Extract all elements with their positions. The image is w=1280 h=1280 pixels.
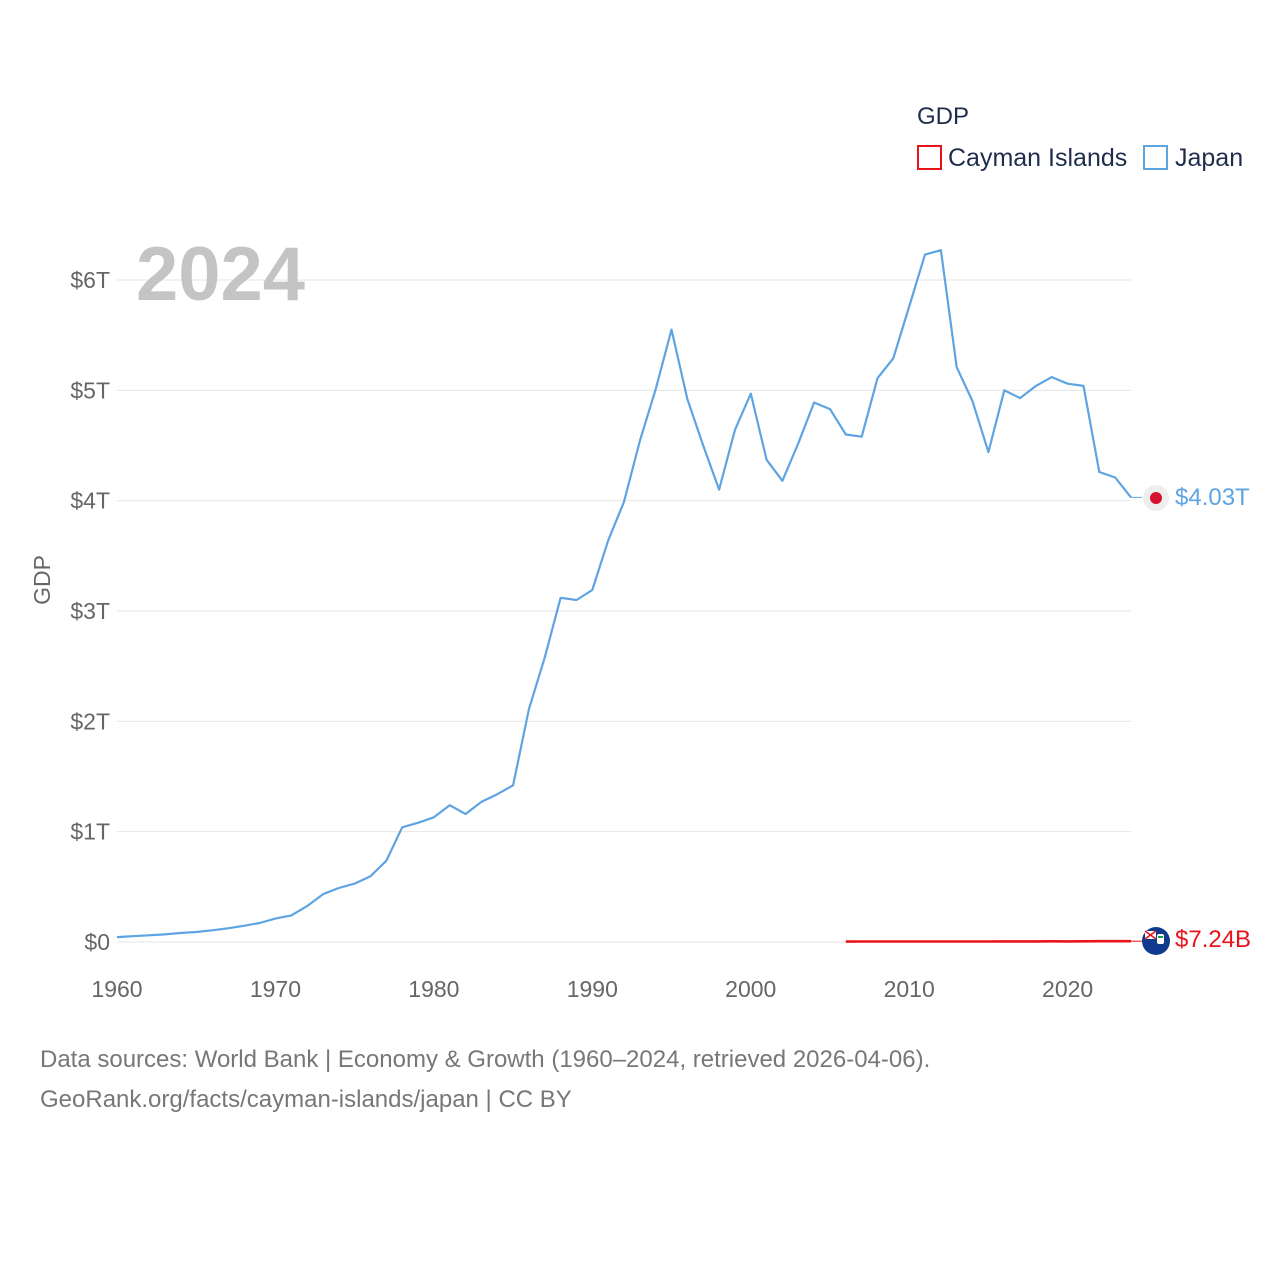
y-tick-label: $2T [70, 708, 110, 734]
x-tick-label: 2020 [1042, 976, 1093, 1002]
legend-item-japan[interactable]: Japan [1143, 144, 1243, 172]
x-tick-label: 1960 [91, 976, 142, 1002]
cayman-islands-flag-icon [1142, 927, 1170, 955]
y-axis-ticks: $0 $1T $2T $3T $4T $5T $6T [70, 267, 110, 955]
y-tick-label: $1T [70, 819, 110, 845]
year-label: 2024 [136, 232, 305, 317]
data-sources-text: Data sources: World Bank | Economy & Gro… [40, 1046, 931, 1073]
x-tick-label: 1980 [408, 976, 459, 1002]
x-axis-ticks: 1960 1970 1980 1990 2000 2010 2020 [91, 976, 1093, 1002]
legend-title: GDP [917, 103, 969, 130]
legend-label-cayman-islands: Cayman Islands [948, 144, 1127, 172]
x-tick-label: 2000 [725, 976, 776, 1002]
x-tick-label: 1990 [567, 976, 618, 1002]
end-label-japan: $4.03T [1175, 484, 1250, 511]
legend-item-cayman-islands[interactable]: Cayman Islands [917, 144, 1127, 172]
grid-lines [117, 279, 1131, 943]
attribution-link[interactable]: GeoRank.org/facts/cayman-islands/japan |… [40, 1086, 572, 1113]
x-tick-label: 2010 [884, 976, 935, 1002]
y-tick-label: $4T [70, 488, 110, 514]
y-tick-label: $5T [70, 377, 110, 403]
end-label-cayman-islands: $7.24B [1175, 926, 1251, 953]
y-tick-label: $0 [84, 929, 110, 955]
legend-swatch-japan [1143, 145, 1168, 170]
y-axis-label: GDP [29, 555, 55, 605]
japan-flag-icon [1143, 485, 1169, 511]
legend-swatch-cayman-islands [917, 145, 942, 170]
legend-label-japan: Japan [1175, 144, 1243, 172]
y-tick-label: $3T [70, 598, 110, 624]
series-line-japan[interactable] [116, 249, 1132, 939]
legend: GDP Cayman Islands Japan [917, 103, 1243, 172]
footer: Data sources: World Bank | Economy & Gro… [40, 1040, 930, 1120]
y-tick-label: $6T [70, 267, 110, 293]
series-lines [116, 249, 1142, 943]
x-tick-label: 1970 [250, 976, 301, 1002]
